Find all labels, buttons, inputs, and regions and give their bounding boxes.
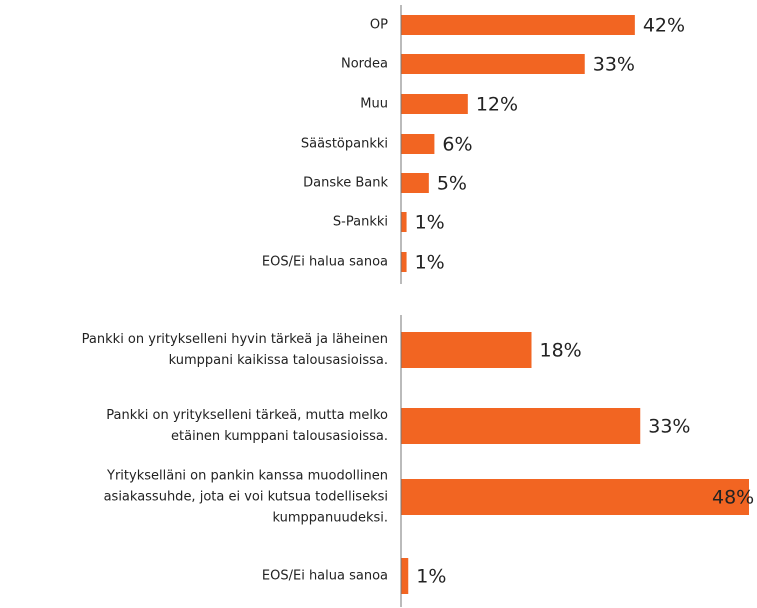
value-label: 5%: [437, 173, 467, 195]
bar: [401, 212, 407, 232]
category-label: Säästöpankki: [301, 137, 388, 152]
value-label: 33%: [593, 54, 635, 76]
value-label: 6%: [442, 134, 472, 156]
category-label: EOS/Ei halua sanoa: [262, 255, 388, 270]
bar: [401, 252, 407, 272]
category-label: Yritykselläni on pankin kanssa muodollin…: [106, 469, 388, 484]
category-label: OP: [370, 18, 388, 33]
value-label: 1%: [415, 212, 445, 234]
bar: [401, 479, 749, 515]
value-label: 48%: [712, 487, 754, 509]
value-label: 18%: [540, 340, 582, 362]
category-label: etäinen kumppani talousasioissa.: [171, 429, 388, 444]
category-label: kumppanuudeksi.: [272, 511, 388, 526]
category-label: Nordea: [341, 57, 388, 72]
category-label: S-Pankki: [333, 215, 388, 230]
bar: [401, 134, 435, 154]
bar: [401, 54, 585, 74]
value-label: 1%: [415, 252, 445, 274]
bar: [401, 15, 635, 35]
category-label: Muu: [360, 97, 388, 112]
value-label: 42%: [643, 15, 685, 37]
bar: [401, 558, 409, 594]
category-label: Pankki on yritykselleni hyvin tärkeä ja …: [82, 332, 388, 347]
bar: [401, 332, 532, 368]
category-label: kumppani kaikissa talousasioissa.: [169, 353, 388, 368]
value-label: 12%: [476, 94, 518, 116]
bar: [401, 173, 429, 193]
value-label: 1%: [416, 566, 446, 588]
value-label: 33%: [648, 416, 690, 438]
category-label: EOS/Ei halua sanoa: [262, 569, 388, 584]
category-label: asiakassuhde, jota ei voi kutsua todelli…: [104, 490, 388, 505]
category-label: Pankki on yritykselleni tärkeä, mutta me…: [106, 408, 388, 423]
category-label: Danske Bank: [303, 176, 388, 191]
bar: [401, 408, 641, 444]
bar: [401, 94, 468, 114]
